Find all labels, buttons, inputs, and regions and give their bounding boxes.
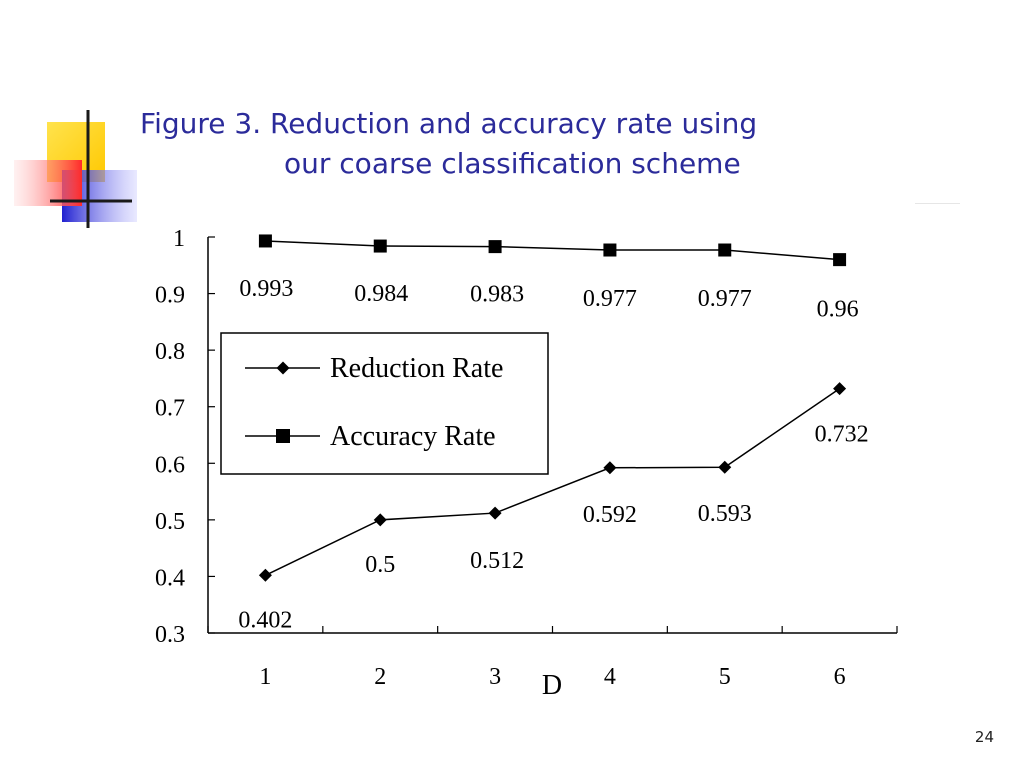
legend-reduction-rate-marker <box>276 361 290 375</box>
x-tick-label: 2 <box>374 664 386 690</box>
y-tick-label: 1 <box>173 226 185 252</box>
slide-logo <box>14 110 137 228</box>
y-tick-label: 0.9 <box>155 283 185 309</box>
reduction-rate-data-label: 0.402 <box>238 607 292 633</box>
reduction-rate-data-label: 0.593 <box>698 501 752 527</box>
x-tick-label: 4 <box>604 664 616 690</box>
legend-accuracy-rate-marker <box>276 429 290 443</box>
accuracy-rate-data-label: 0.977 <box>698 286 752 312</box>
accuracy-rate-data-label: 0.96 <box>817 297 859 323</box>
accuracy-rate-point <box>603 243 617 257</box>
reduction-rate-point <box>603 461 617 475</box>
reduction-rate-data-label: 0.5 <box>365 552 395 578</box>
reduction-rate-point <box>258 568 272 582</box>
reduction-rate-point <box>488 506 502 520</box>
legend-accuracy-rate-label: Accuracy Rate <box>330 421 496 452</box>
slide-title-line1: Figure 3. Reduction and accuracy rate us… <box>140 107 758 140</box>
accuracy-rate-data-label: 0.983 <box>470 282 524 308</box>
reduction-rate-data-label: 0.512 <box>470 548 524 574</box>
reduction-rate-data-label: 0.592 <box>583 502 637 528</box>
accuracy-rate-point <box>258 234 272 248</box>
reduction-rate-data-label: 0.732 <box>815 422 869 448</box>
accuracy-rate-data-label: 0.984 <box>354 281 408 307</box>
y-tick-label: 0.7 <box>155 396 185 422</box>
accuracy-rate-point <box>373 239 387 253</box>
accuracy-rate-point <box>718 243 732 257</box>
y-tick-label: 0.8 <box>155 339 185 365</box>
logo-red-square <box>14 160 82 206</box>
x-tick-label: 3 <box>489 664 501 690</box>
decorative-divider <box>915 203 960 204</box>
accuracy-rate-data-label: 0.993 <box>239 276 293 302</box>
x-tick-label: 5 <box>719 664 731 690</box>
accuracy-rate-point <box>833 253 847 267</box>
x-tick-label: 6 <box>834 664 846 690</box>
reduction-rate-point <box>373 513 387 527</box>
reduction-rate-line <box>265 387 841 576</box>
accuracy-rate-point <box>488 240 502 254</box>
reduction-rate-point <box>833 382 847 396</box>
legend-reduction-rate-label: Reduction Rate <box>330 353 503 384</box>
y-tick-label: 0.3 <box>155 622 185 648</box>
x-axis-label: D <box>542 670 562 701</box>
y-tick-label: 0.4 <box>155 565 185 591</box>
page-number: 24 <box>974 728 994 746</box>
x-tick-label: 1 <box>259 664 271 690</box>
y-tick-label: 0.5 <box>155 509 185 535</box>
slide-title-line2: our coarse classification scheme <box>284 147 741 180</box>
legend-box <box>220 332 549 475</box>
y-tick-label: 0.6 <box>155 452 185 478</box>
accuracy-rate-data-label: 0.977 <box>583 286 637 312</box>
accuracy-rate-line <box>265 240 840 261</box>
reduction-rate-point <box>718 460 732 474</box>
